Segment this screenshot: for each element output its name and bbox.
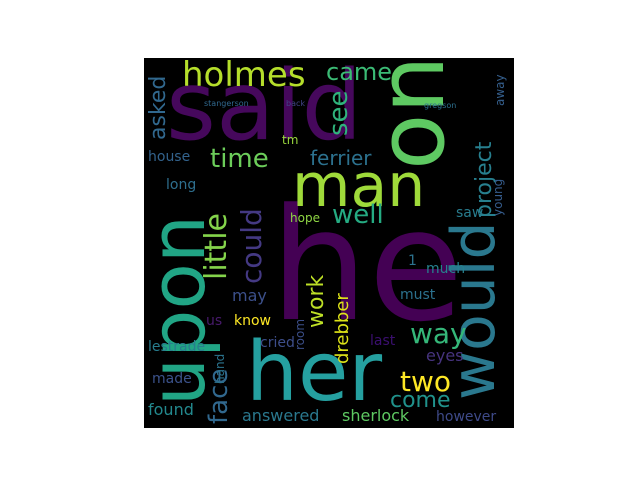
word-us: us [206, 313, 223, 329]
word-last: last [370, 333, 396, 349]
word-time: time [210, 144, 269, 174]
word-way: way [410, 317, 467, 350]
word-came: came [326, 58, 393, 86]
word-could: could [235, 208, 268, 284]
word-gregson: gregson [424, 101, 457, 110]
word-said: said [166, 58, 363, 162]
word-he: he [270, 175, 464, 356]
word-come: come [390, 388, 451, 413]
word-work: work [304, 274, 329, 328]
word-room: room [293, 318, 307, 350]
word-made: made [152, 371, 192, 387]
word-man: man [292, 151, 426, 221]
word-found: found [148, 400, 194, 419]
word-however: however [436, 409, 497, 425]
word-saw: saw [456, 205, 484, 221]
word-know: know [234, 313, 271, 329]
word-ferrier: ferrier [310, 146, 372, 170]
word-1: 1 [408, 253, 417, 269]
word-cloud: he said one upon her man would holmes ca… [144, 58, 514, 428]
word-long: long [166, 177, 197, 193]
word-asked: asked [146, 75, 171, 140]
word-stangerson: stangerson [204, 99, 249, 108]
word-lestrade: lestrade [148, 339, 206, 355]
word-young: young [491, 178, 505, 216]
word-away: away [493, 74, 507, 106]
word-sherlock: sherlock [342, 406, 410, 425]
word-well: well [332, 200, 384, 230]
word-eyes: eyes [426, 346, 464, 365]
word-her: her [246, 325, 383, 420]
word-hope: hope [290, 211, 320, 225]
word-little: little [199, 213, 234, 280]
word-back: back [286, 99, 306, 108]
word-two: two [400, 365, 452, 398]
word-answered: answered [242, 406, 320, 425]
word-see: see [324, 90, 354, 136]
word-hand: hand [213, 353, 227, 384]
word-tm: tm [282, 133, 299, 147]
word-much: much [426, 261, 466, 277]
word-cried: cried [260, 335, 295, 351]
word-holmes: holmes [182, 58, 306, 95]
word-may: may [232, 286, 267, 305]
word-must: must [400, 287, 436, 303]
word-house: house [148, 149, 191, 165]
word-drebber: drebber [332, 293, 353, 364]
word-would: would [439, 221, 509, 400]
